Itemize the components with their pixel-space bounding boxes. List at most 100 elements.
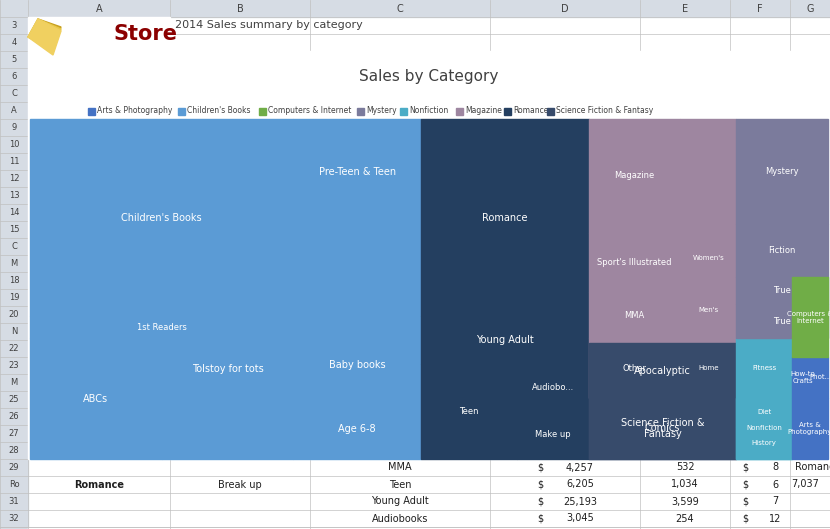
Text: Children's Books: Children's Books <box>121 213 202 223</box>
Text: Store: Store <box>113 24 177 44</box>
Text: MMA: MMA <box>624 311 645 320</box>
Text: C: C <box>397 4 403 14</box>
Text: M: M <box>11 259 17 268</box>
Text: A: A <box>11 106 17 115</box>
Bar <box>178 107 184 114</box>
Bar <box>0 119 28 136</box>
Bar <box>736 277 828 304</box>
Text: Computers &
Internet: Computers & Internet <box>787 311 830 324</box>
Text: 18: 18 <box>8 276 19 285</box>
Text: 2014 Sales summary by category: 2014 Sales summary by category <box>175 21 363 31</box>
Text: E: E <box>682 4 688 14</box>
Text: Young Adult: Young Adult <box>371 497 429 506</box>
Bar <box>421 364 517 459</box>
Bar <box>30 339 162 459</box>
Text: Children's Books: Children's Books <box>187 106 250 115</box>
Text: Arts & Photography: Arts & Photography <box>97 106 173 115</box>
Text: M: M <box>11 378 17 387</box>
Text: Tolstoy for tots: Tolstoy for tots <box>192 364 263 374</box>
Bar <box>421 119 588 316</box>
Bar <box>681 119 736 233</box>
Text: Romance: Romance <box>74 479 124 489</box>
Bar <box>681 233 736 282</box>
Text: Magazine: Magazine <box>465 106 502 115</box>
Bar <box>0 136 28 153</box>
Text: 14: 14 <box>9 208 19 217</box>
Text: Mystery: Mystery <box>765 167 799 176</box>
Bar <box>30 119 293 316</box>
Polygon shape <box>28 19 61 51</box>
Text: 19: 19 <box>9 293 19 302</box>
Text: G: G <box>806 4 813 14</box>
Bar <box>813 357 828 398</box>
Text: 6: 6 <box>12 72 17 81</box>
Text: 3,045: 3,045 <box>566 514 594 524</box>
Text: 22: 22 <box>9 344 19 353</box>
Text: 10: 10 <box>9 140 19 149</box>
Bar <box>0 323 28 340</box>
Text: C: C <box>11 242 17 251</box>
Text: 254: 254 <box>676 514 695 524</box>
Text: 1st Readers: 1st Readers <box>137 323 187 332</box>
Text: Nonfiction: Nonfiction <box>409 106 448 115</box>
Text: 20: 20 <box>9 310 19 319</box>
Bar <box>88 107 95 114</box>
Bar <box>0 68 28 85</box>
Text: $: $ <box>537 514 543 524</box>
Bar <box>0 238 28 255</box>
Text: Women's: Women's <box>692 254 724 261</box>
Bar <box>736 398 792 459</box>
Text: $: $ <box>537 497 543 506</box>
Bar <box>588 233 681 293</box>
Bar <box>736 398 792 427</box>
Bar <box>0 85 28 102</box>
Bar <box>588 293 681 339</box>
Text: Teen: Teen <box>388 479 411 489</box>
Bar <box>0 425 28 442</box>
Text: D: D <box>561 4 569 14</box>
Bar <box>0 510 28 527</box>
Text: Arts &
Photography: Arts & Photography <box>788 422 830 435</box>
Text: MMA: MMA <box>388 462 412 472</box>
Text: Mystery: Mystery <box>366 106 397 115</box>
Bar <box>0 408 28 425</box>
Text: A: A <box>95 4 102 14</box>
Text: 7: 7 <box>772 497 779 506</box>
Bar <box>259 107 266 114</box>
Text: Pre-Teen & Teen: Pre-Teen & Teen <box>319 167 396 177</box>
Text: Young Adult: Young Adult <box>476 335 534 345</box>
Bar <box>357 107 364 114</box>
Text: 6,205: 6,205 <box>566 479 594 489</box>
Bar <box>681 282 736 339</box>
Text: Diet: Diet <box>757 409 771 415</box>
Text: True: True <box>774 317 791 326</box>
Text: Audiobooks: Audiobooks <box>372 514 428 524</box>
Text: 25: 25 <box>9 395 19 404</box>
Bar <box>0 0 28 17</box>
Bar <box>0 153 28 170</box>
Text: B: B <box>237 4 243 14</box>
Bar <box>792 357 813 398</box>
Text: Other: Other <box>622 363 647 372</box>
Bar <box>588 398 736 459</box>
Text: 1,034: 1,034 <box>671 479 699 489</box>
Bar <box>0 255 28 272</box>
Text: Comics: Comics <box>645 423 680 433</box>
Bar <box>162 399 293 459</box>
Bar <box>0 272 28 289</box>
Text: 12: 12 <box>9 174 19 183</box>
Bar <box>0 374 28 391</box>
Text: Sport's Illustrated: Sport's Illustrated <box>598 258 671 267</box>
Text: ABCs: ABCs <box>83 394 109 404</box>
Bar <box>736 304 828 339</box>
Text: Men's: Men's <box>698 307 719 313</box>
Bar <box>400 107 408 114</box>
Text: Fitness: Fitness <box>752 365 776 371</box>
Text: 27: 27 <box>8 429 19 438</box>
Bar <box>517 364 588 411</box>
Text: Computers & Internet: Computers & Internet <box>268 106 351 115</box>
Bar <box>0 102 28 119</box>
Text: 29: 29 <box>9 463 19 472</box>
Text: 28: 28 <box>8 446 19 455</box>
Text: $: $ <box>537 462 543 472</box>
